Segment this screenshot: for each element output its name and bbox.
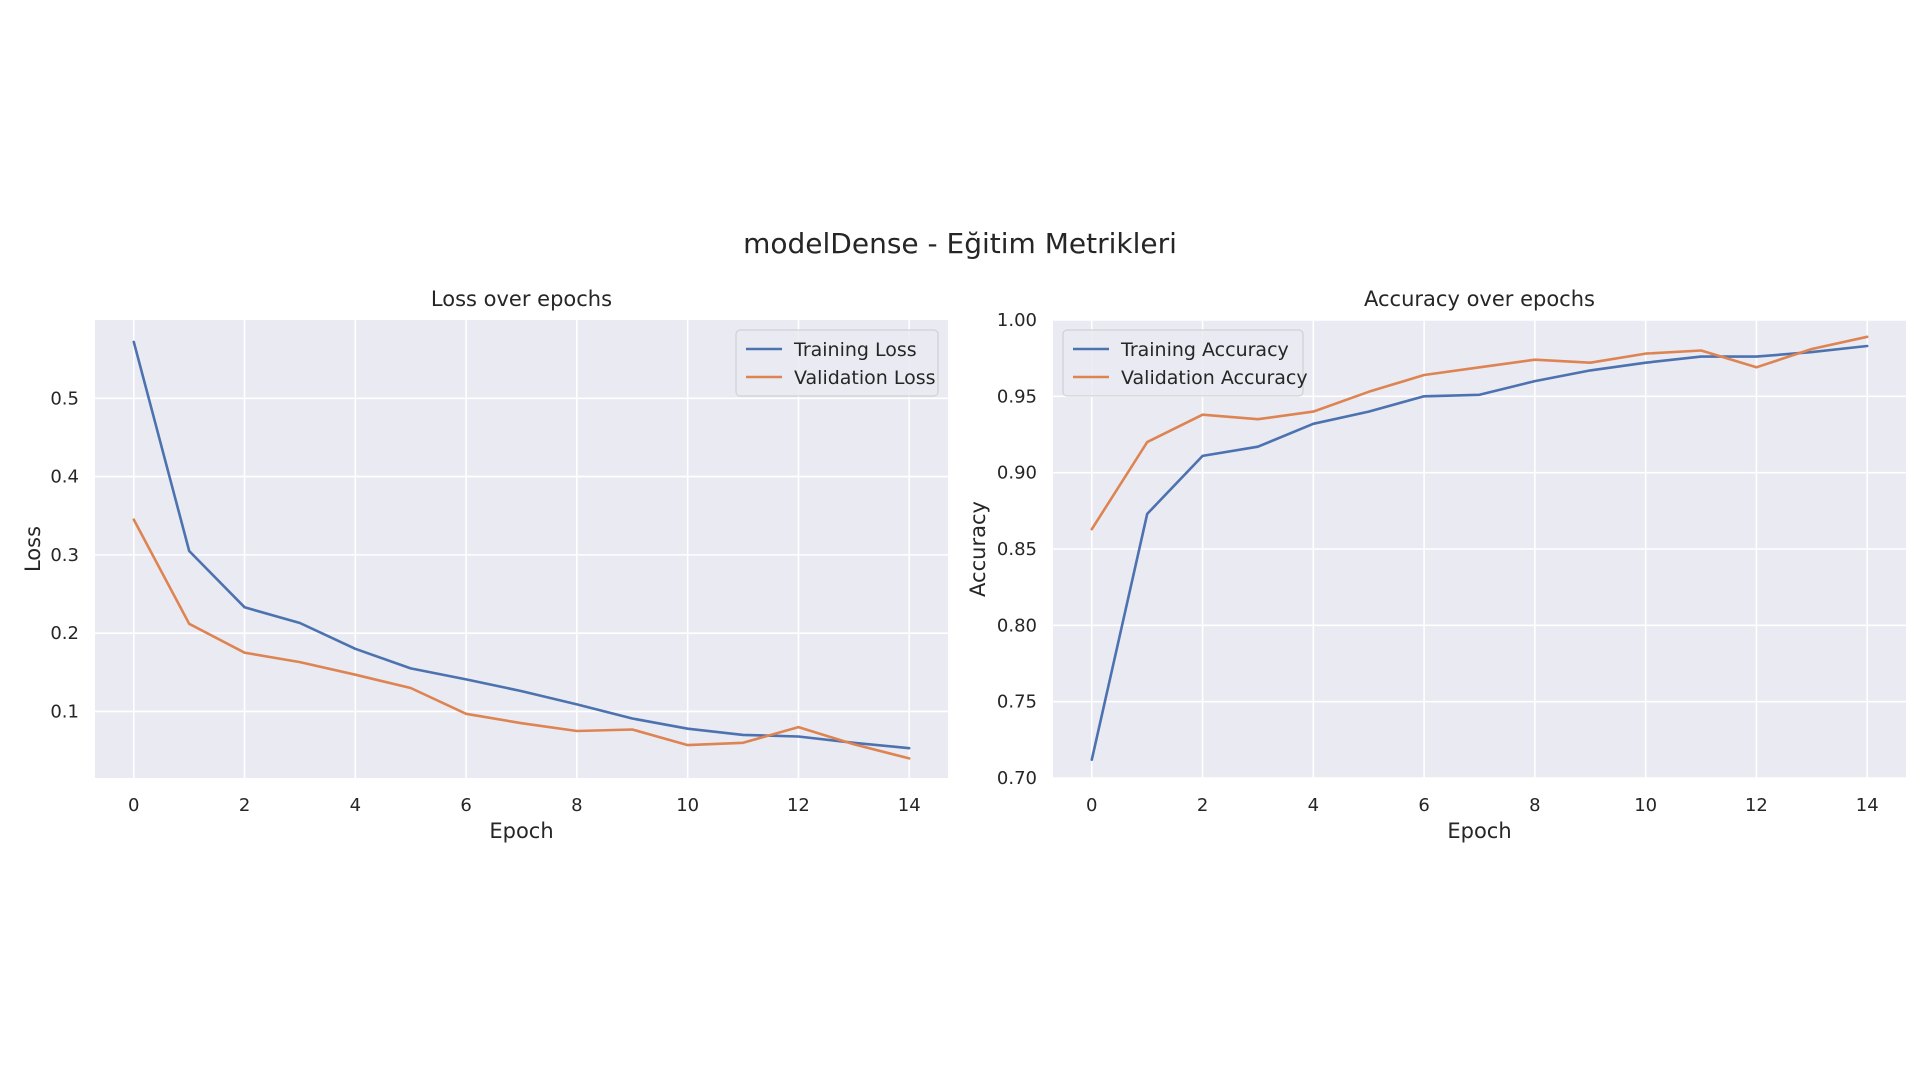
y-tick-label: 0.90 <box>997 463 1037 484</box>
y-tick-label: 0.95 <box>997 386 1037 407</box>
x-tick-label: 2 <box>1197 795 1208 816</box>
chart-title: Accuracy over epochs <box>1364 287 1595 311</box>
legend-label: Training Loss <box>793 339 917 361</box>
x-tick-label: 10 <box>1634 795 1657 816</box>
y-tick-label: 0.5 <box>50 388 79 409</box>
x-tick-label: 12 <box>1745 795 1768 816</box>
chart-legend: Training Loss Validation Loss <box>735 329 939 397</box>
x-tick-label: 14 <box>898 795 921 816</box>
chart-title: Loss over epochs <box>431 287 612 311</box>
x-tick-label: 14 <box>1856 795 1879 816</box>
x-tick-label: 6 <box>1418 795 1429 816</box>
x-tick-label: 8 <box>571 795 582 816</box>
series-line-validation-accuracy <box>1090 335 1869 531</box>
legend-label: Validation Accuracy <box>1121 367 1308 389</box>
loss-chart-panel: 0 2 4 6 8 10 12 14 0.1 0.2 0.3 0.4 0.5 Loss over epoc… <box>21 287 948 843</box>
legend-box <box>1062 329 1304 397</box>
y-tick-label: 1.00 <box>997 310 1037 331</box>
x-tick-label: 10 <box>676 795 699 816</box>
x-tick-label: 2 <box>239 795 250 816</box>
x-tick-label: 4 <box>1308 795 1319 816</box>
legend-label: Validation Loss <box>794 367 936 389</box>
series-line-training-loss <box>132 340 911 750</box>
x-tick-label: 0 <box>1086 795 1097 816</box>
y-tick-label: 0.4 <box>50 467 79 488</box>
x-tick-label: 0 <box>128 795 139 816</box>
series-line-validation-loss <box>132 518 911 760</box>
figure-suptitle: modelDense - Eğitim Metrikleri <box>743 227 1177 260</box>
chart-legend: Training Accuracy Validation Accuracy <box>1062 329 1308 397</box>
y-tick-label: 0.70 <box>997 768 1037 789</box>
x-tick-label: 6 <box>460 795 471 816</box>
x-tick-label: 8 <box>1529 795 1540 816</box>
y-axis-label: Loss <box>21 526 45 572</box>
x-tick-label: 12 <box>787 795 810 816</box>
x-axis-label: Epoch <box>1447 819 1511 843</box>
y-axis-label: Accuracy <box>966 501 990 597</box>
y-tick-label: 0.2 <box>50 623 79 644</box>
x-axis-label: Epoch <box>489 819 553 843</box>
y-tick-label: 0.75 <box>997 692 1037 713</box>
series-line-training-accuracy <box>1090 344 1869 762</box>
legend-box <box>735 329 939 397</box>
y-tick-label: 0.1 <box>50 701 79 722</box>
x-tick-label: 4 <box>350 795 361 816</box>
y-tick-label: 0.85 <box>997 539 1037 560</box>
y-tick-label: 0.80 <box>997 615 1037 636</box>
y-tick-label: 0.3 <box>50 545 79 566</box>
legend-label: Training Accuracy <box>1120 339 1289 361</box>
accuracy-chart-panel: 0 2 4 6 8 10 12 14 0.70 0.75 0.80 0.85 0.90 0.95 1.00 A… <box>966 287 1906 843</box>
